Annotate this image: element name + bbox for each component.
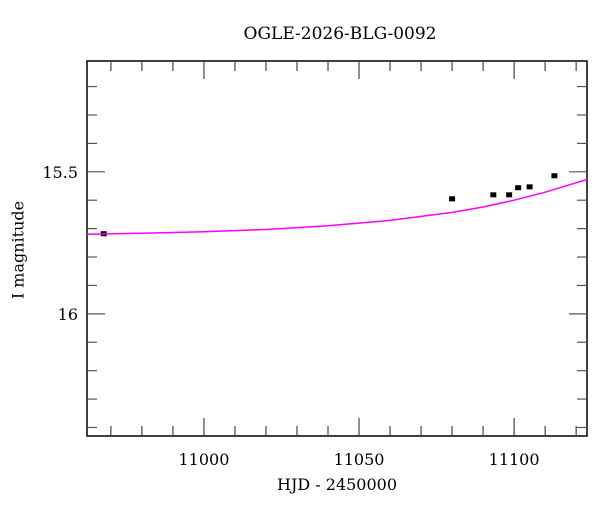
- y-tick-label: 15.5: [42, 163, 78, 182]
- data-point: [551, 173, 558, 179]
- x-tick-label: 11100: [489, 450, 540, 469]
- data-point: [526, 184, 533, 190]
- x-tick-label: 11050: [334, 450, 385, 469]
- data-point: [515, 185, 522, 191]
- x-axis-label: HJD - 2450000: [276, 475, 398, 494]
- data-point: [490, 192, 497, 198]
- data-point: [449, 196, 456, 202]
- data-point: [506, 192, 513, 198]
- chart-title: OGLE-2026-BLG-0092: [243, 24, 437, 44]
- x-tick-label: 11000: [178, 450, 229, 469]
- y-tick-label: 16: [58, 305, 78, 324]
- model-fit-curve: [87, 178, 587, 236]
- plot-frame: [86, 60, 588, 437]
